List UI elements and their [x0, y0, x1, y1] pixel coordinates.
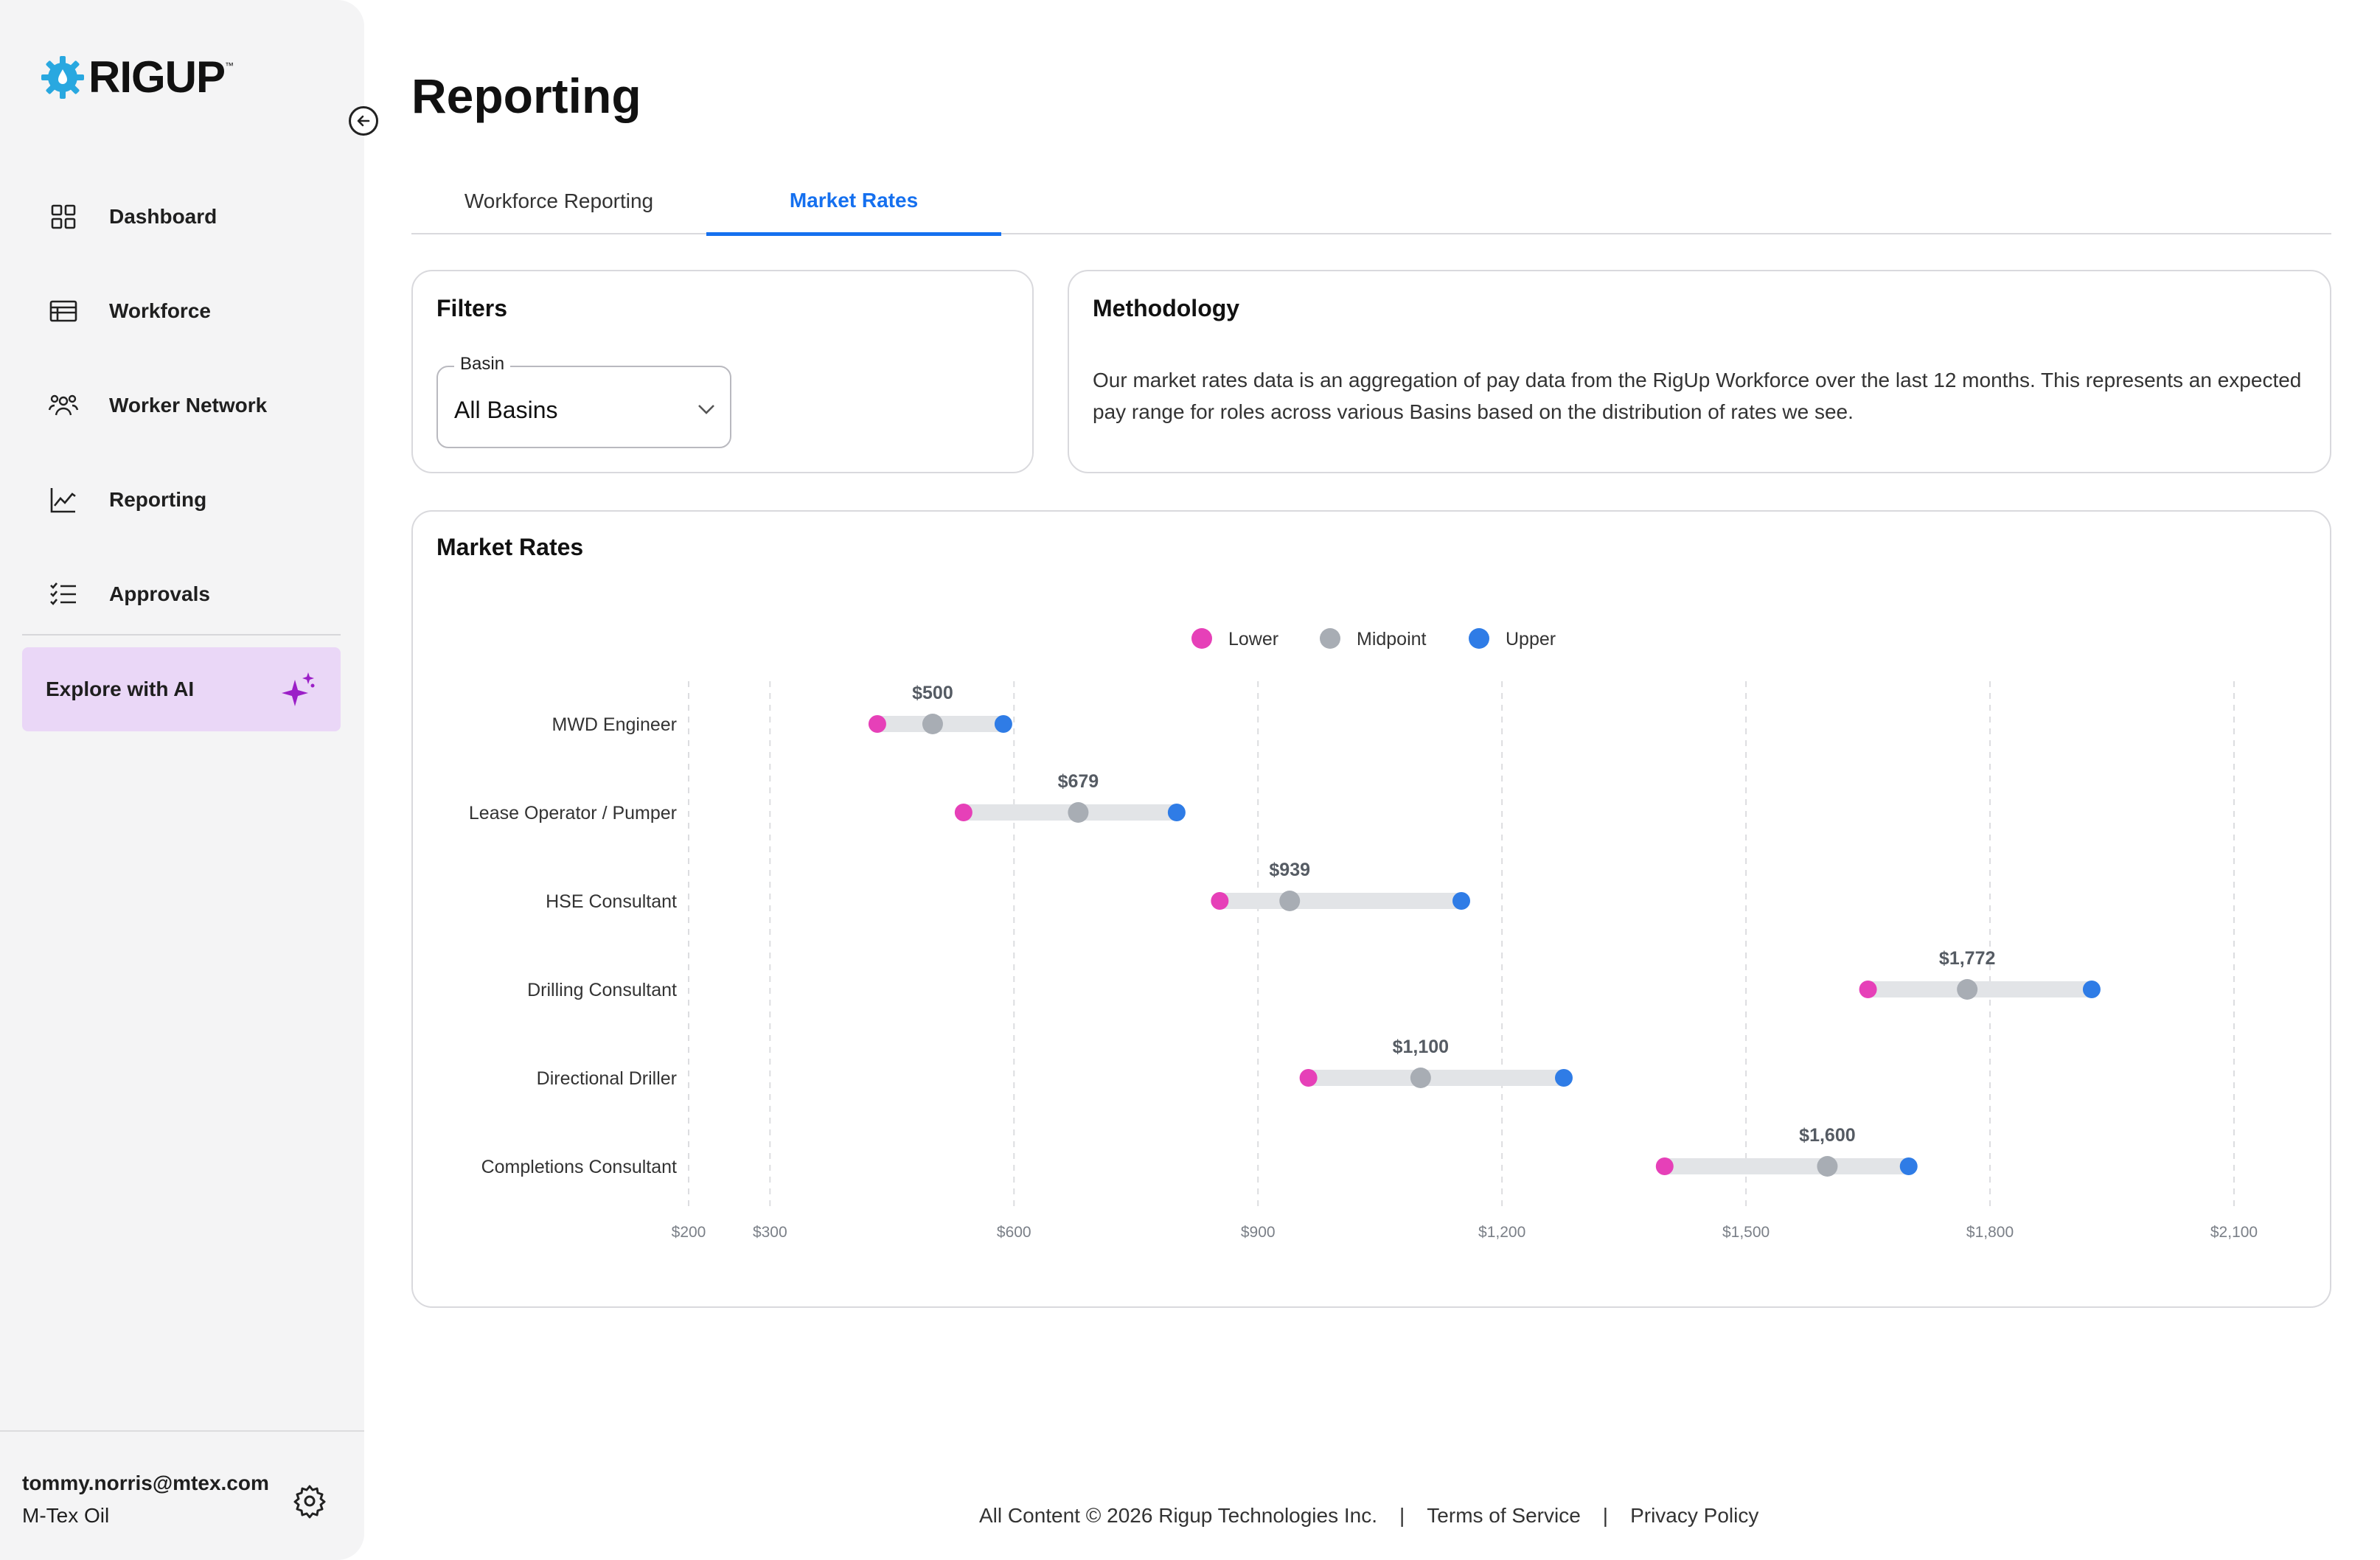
category-label: Lease Operator / Pumper: [469, 803, 677, 823]
collapse-sidebar-button[interactable]: [349, 106, 378, 136]
sidebar-item-label: Workforce: [109, 299, 211, 322]
privacy-policy-link[interactable]: Privacy Policy: [1630, 1504, 1759, 1527]
checklist-icon: [47, 578, 80, 610]
midpoint-point: [1068, 802, 1089, 823]
sidebar-item-reporting[interactable]: Reporting: [22, 453, 341, 547]
footer-separator: |: [1602, 1504, 1609, 1527]
footer-separator: |: [1399, 1504, 1405, 1527]
x-tick-label: $900: [1241, 1224, 1276, 1241]
page-title: Reporting: [411, 69, 641, 123]
lower-point: [868, 715, 886, 733]
footer: All Content © 2026 Rigup Technologies In…: [979, 1504, 1758, 1528]
sidebar: RIGUP ™ Dashboard Workforce Worker Netwo…: [0, 0, 378, 1560]
upper-point: [1167, 804, 1186, 821]
x-tick-label: $600: [997, 1224, 1031, 1241]
legend-marker-lower: [1191, 628, 1212, 649]
market-rates-title: Market Rates: [436, 534, 584, 560]
tab-workforce-reporting[interactable]: Workforce Reporting: [464, 189, 654, 212]
upper-point: [994, 715, 1012, 733]
dashboard-icon: [47, 201, 80, 233]
midpoint-point: [1410, 1068, 1431, 1088]
x-tick-label: $1,200: [1478, 1224, 1525, 1241]
midpoint-data-label: $1,600: [1799, 1125, 1855, 1146]
category-label: MWD Engineer: [552, 714, 678, 735]
x-tick-label: $200: [672, 1224, 706, 1241]
category-label: Directional Driller: [537, 1068, 677, 1089]
lower-point: [1299, 1069, 1318, 1087]
midpoint-data-label: $679: [1058, 771, 1099, 792]
legend-label-lower: Lower: [1228, 629, 1278, 650]
filters-title: Filters: [436, 295, 508, 321]
upper-point: [2082, 981, 2101, 998]
sidebar-divider: [22, 634, 341, 636]
settings-gear-icon[interactable]: [292, 1483, 327, 1519]
line-chart-icon: [47, 484, 80, 516]
explore-with-ai-button[interactable]: Explore with AI: [22, 647, 341, 731]
sidebar-item-label: Approvals: [109, 582, 210, 605]
sidebar-item-worker-network[interactable]: Worker Network: [22, 358, 341, 453]
sidebar-item-label: Reporting: [109, 488, 207, 511]
midpoint-point: [922, 714, 943, 734]
methodology-title: Methodology: [1093, 295, 1240, 321]
brand-logo[interactable]: RIGUP ™: [40, 52, 234, 102]
footer-copyright: All Content © 2026 Rigup Technologies In…: [979, 1504, 1378, 1527]
category-label: Drilling Consultant: [527, 980, 677, 1000]
x-tick-label: $2,100: [2210, 1224, 2258, 1241]
methodology-text: Our market rates data is an aggregation …: [1093, 369, 2302, 423]
lower-point: [1211, 892, 1229, 910]
sparkle-icon: [282, 672, 315, 706]
x-tick-label: $300: [753, 1224, 787, 1241]
x-tick-label: $1,800: [1966, 1224, 2014, 1241]
sidebar-item-label: Dashboard: [109, 205, 218, 228]
tab-market-rates[interactable]: Market Rates: [706, 168, 1001, 236]
brand-tm: ™: [225, 60, 234, 71]
gear-logo-icon: [41, 55, 84, 99]
user-email: tommy.norris@mtex.com: [22, 1472, 269, 1494]
basin-select[interactable]: Basin All Basins: [436, 354, 731, 448]
midpoint-point: [1957, 979, 1978, 1000]
lower-point: [1655, 1157, 1674, 1175]
upper-point: [1899, 1157, 1918, 1175]
legend-label-midpoint: Midpoint: [1357, 629, 1427, 650]
sidebar-nav: Dashboard Workforce Worker Network Repor…: [22, 170, 341, 641]
midpoint-point: [1817, 1156, 1838, 1177]
midpoint-data-label: $500: [912, 683, 953, 703]
lower-point: [1859, 981, 1877, 998]
user-org: M-Tex Oil: [22, 1504, 110, 1527]
legend-label-upper: Upper: [1506, 629, 1556, 650]
upper-point: [1554, 1069, 1573, 1087]
upper-point: [1452, 892, 1470, 910]
table-icon: [47, 295, 80, 327]
sidebar-item-approvals[interactable]: Approvals: [22, 547, 341, 641]
legend-marker-upper: [1469, 628, 1489, 649]
user-divider: [0, 1430, 364, 1432]
explore-with-ai-label: Explore with AI: [46, 678, 195, 700]
legend-marker-midpoint: [1320, 628, 1340, 649]
market-rates-chart: $200 $300 $600 $900 $1,200 $1,500 $1,800 $2,100…: [469, 628, 2258, 1241]
brand-name: RIGUP: [88, 52, 226, 102]
terms-of-service-link[interactable]: Terms of Service: [1427, 1504, 1581, 1527]
filters-card: Filters Basin All Basins: [411, 270, 1034, 473]
sidebar-item-dashboard[interactable]: Dashboard: [22, 170, 341, 264]
category-label: Completions Consultant: [481, 1157, 677, 1177]
midpoint-data-label: $1,772: [1939, 948, 1995, 969]
sidebar-item-label: Worker Network: [109, 394, 268, 417]
midpoint-point: [1279, 891, 1301, 911]
methodology-card: Methodology Our market rates data is an …: [1068, 270, 2331, 473]
tab-bar: Workforce Reporting Market Rates: [411, 168, 2331, 236]
arrow-left-icon: [357, 115, 370, 127]
chevron-down-icon: [698, 405, 714, 414]
basin-label: Basin: [454, 354, 511, 375]
midpoint-data-label: $1,100: [1393, 1037, 1449, 1057]
midpoint-data-label: $939: [1269, 860, 1310, 880]
market-rates-card: Market Rates $200 $300 $600 $900 $1,200 $1,50…: [411, 510, 2331, 1308]
people-icon: [47, 389, 80, 422]
x-tick-label: $1,500: [1722, 1224, 1770, 1241]
category-label: HSE Consultant: [546, 891, 677, 912]
basin-value: All Basins: [454, 397, 558, 423]
lower-point: [954, 804, 972, 821]
sidebar-item-workforce[interactable]: Workforce: [22, 264, 341, 358]
